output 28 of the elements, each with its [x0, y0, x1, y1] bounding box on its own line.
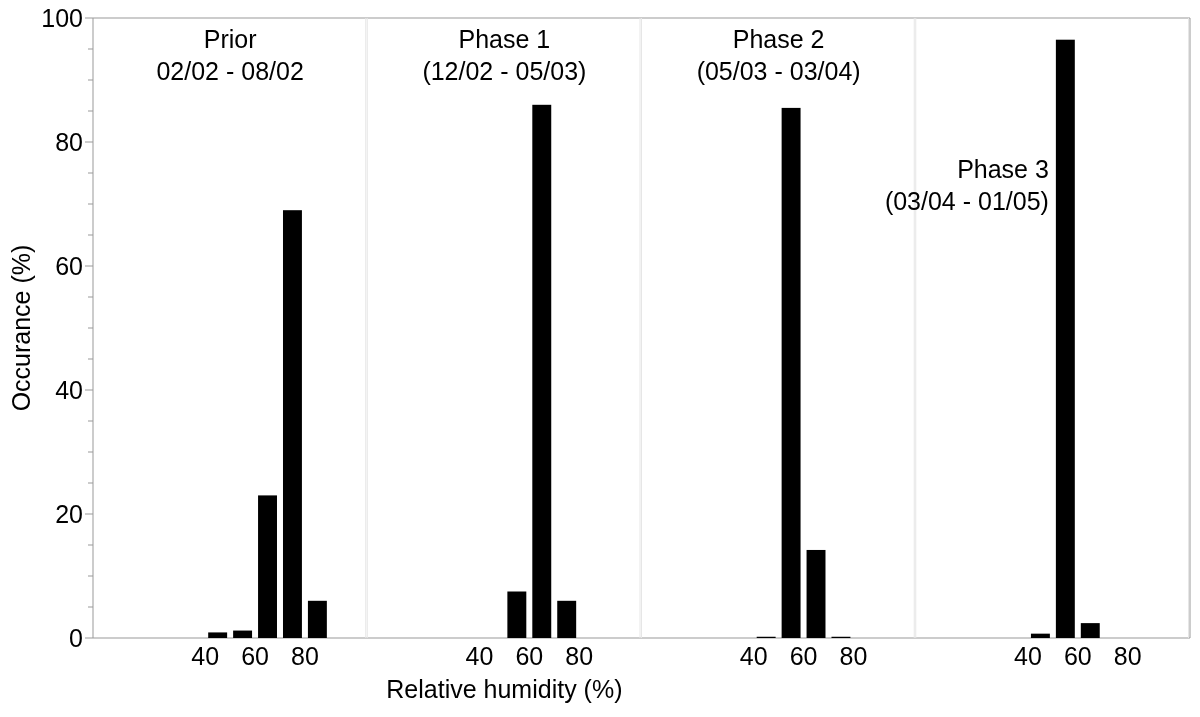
text: (05/03 - 03/04): [696, 57, 861, 85]
x-tick-label: 60: [515, 642, 544, 670]
y-tick-label: 80: [55, 127, 83, 156]
text: 02/02 - 08/02: [156, 57, 304, 85]
text: (12/02 - 05/03): [422, 57, 587, 85]
x-tick-label: 60: [241, 642, 269, 670]
y-tick-label: 0: [69, 623, 83, 652]
x-tick-label: 40: [739, 642, 768, 670]
x-tick-label: 60: [1063, 642, 1092, 670]
x-tick-label: 40: [465, 642, 494, 670]
y-tick-label: 40: [55, 375, 83, 404]
x-axis-title: Relative humidity (%): [386, 675, 623, 703]
y-tick-label: 60: [55, 251, 83, 280]
x-tick-label: 40: [1014, 642, 1042, 670]
x-tick-label: 80: [565, 642, 594, 670]
y-tick-label: 20: [55, 499, 83, 528]
chart-title: Phase 1: [458, 25, 551, 53]
x-tick-label: 40: [191, 642, 220, 670]
y-tick-label: 100: [41, 3, 83, 32]
x-tick-label: 80: [839, 642, 868, 670]
y-axis-title: Occurance (%): [7, 244, 35, 412]
chart-title: Prior: [203, 25, 257, 53]
chart-title: Phase 2: [732, 25, 825, 53]
x-tick-label: 80: [291, 642, 319, 670]
text: Phase 3: [957, 155, 1049, 183]
x-tick-label: 80: [1113, 642, 1142, 670]
text: (03/04 - 01/05): [884, 187, 1049, 215]
x-tick-label: 60: [789, 642, 818, 670]
